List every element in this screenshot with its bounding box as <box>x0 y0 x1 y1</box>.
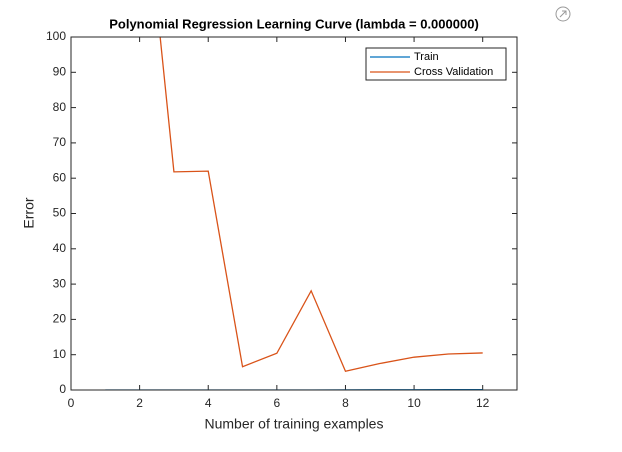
legend-label: Cross Validation <box>414 66 493 78</box>
y-tick-label: 40 <box>53 241 67 255</box>
legend-box <box>365 47 507 81</box>
data-line <box>159 37 483 373</box>
x-tick-label: 4 <box>205 396 212 410</box>
expand-icon[interactable] <box>555 6 571 22</box>
y-tick-label: 20 <box>53 312 67 326</box>
x-tick-label: 8 <box>342 396 349 410</box>
axes-box <box>70 36 518 391</box>
y-tick-label: 0 <box>59 382 66 396</box>
x-axis-label: Number of training examples <box>205 416 384 432</box>
x-tick-label: 10 <box>407 396 421 410</box>
y-tick-label: 10 <box>53 347 67 361</box>
y-axis-label: Error <box>21 197 37 228</box>
y-tick-label: 80 <box>53 100 67 114</box>
y-tick-label: 30 <box>53 276 67 290</box>
y-tick-label: 50 <box>53 206 67 220</box>
y-tick-label: 70 <box>53 135 67 149</box>
x-tick-label: 2 <box>136 396 143 410</box>
x-tick-label: 0 <box>68 396 75 410</box>
y-tick-label: 90 <box>53 64 67 78</box>
legend-label: Train <box>414 51 439 63</box>
y-tick-label: 100 <box>46 29 66 43</box>
chart-title: Polynomial Regression Learning Curve (la… <box>109 16 479 31</box>
plot-area <box>71 37 517 390</box>
x-tick-label: 12 <box>476 396 490 410</box>
y-tick-label: 60 <box>53 170 67 184</box>
x-tick-label: 6 <box>274 396 281 410</box>
